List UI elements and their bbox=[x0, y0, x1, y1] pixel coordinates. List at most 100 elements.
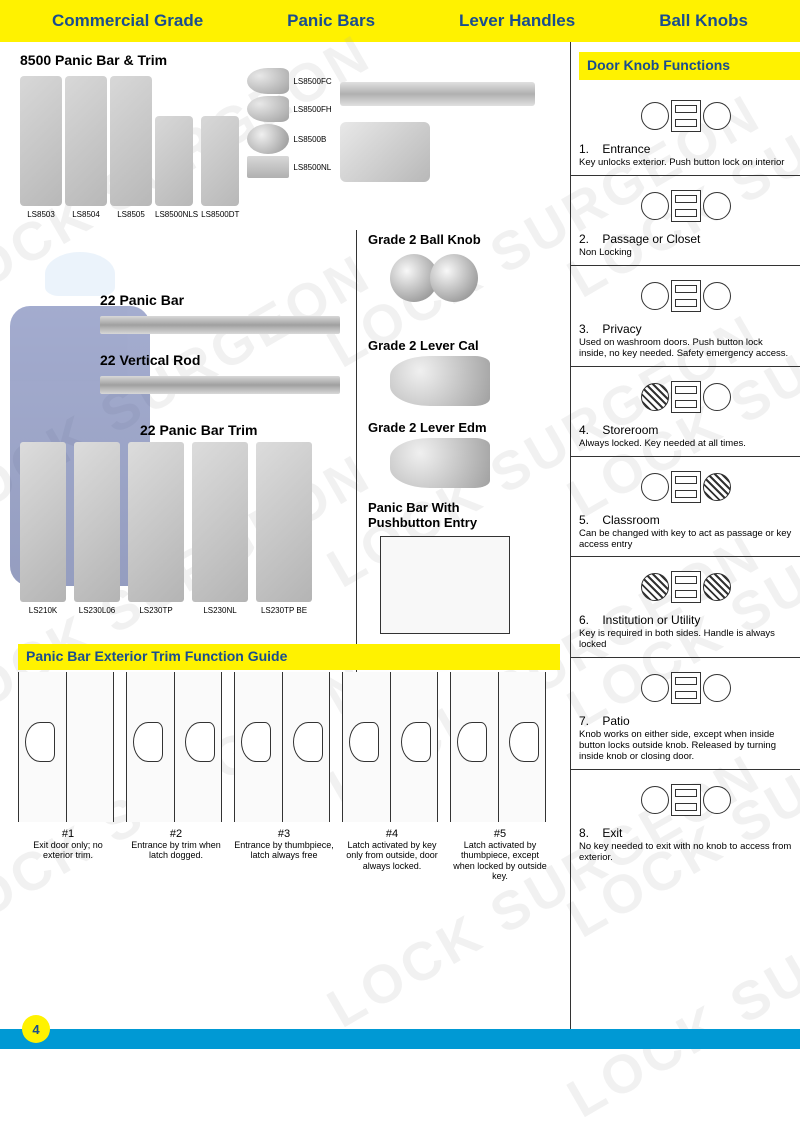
trim-guide-num: #2 bbox=[126, 828, 226, 840]
trim22-image bbox=[74, 442, 120, 602]
knob-function-item: 6. Institution or Utility Key is required… bbox=[571, 557, 800, 658]
trim-guide-num: #5 bbox=[450, 828, 550, 840]
trim-label: LS8504 bbox=[65, 210, 107, 219]
left-column: 8500 Panic Bar & Trim LS8503 LS8504 LS85… bbox=[0, 42, 570, 1029]
panic-bar-image bbox=[340, 72, 535, 212]
trim22-label: LS230NL bbox=[192, 606, 248, 615]
strike-image bbox=[247, 156, 289, 178]
lever-label: LS8500NL bbox=[293, 163, 331, 172]
knob-function-desc: Always locked. Key needed at all times. bbox=[579, 439, 792, 450]
grade2-lever-edm-image bbox=[390, 438, 510, 494]
knob-function-item: 1. EntranceKey unlocks exterior. Push bu… bbox=[571, 86, 800, 176]
trim-plate-image bbox=[155, 116, 193, 206]
section-22-vrod: 22 Vertical Rod bbox=[100, 352, 340, 394]
grade2-knob-image bbox=[390, 254, 510, 320]
trim-label: LS8500DT bbox=[201, 210, 239, 219]
section-title: 22 Panic Bar Trim bbox=[140, 422, 258, 438]
header-item: Commercial Grade bbox=[52, 11, 203, 31]
trim-guide-diagram bbox=[342, 672, 438, 822]
knob-function-item: 8. Exit No key needed to exit with no kno… bbox=[571, 770, 800, 870]
trim-plate-image bbox=[65, 76, 107, 206]
knob-latch-icon bbox=[671, 100, 701, 132]
trim-guide-title: Panic Bar Exterior Trim Function Guide bbox=[26, 648, 287, 664]
right-column: Door Knob Functions 1. EntranceKey unloc… bbox=[570, 42, 800, 1029]
knob-functions-header: Door Knob Functions bbox=[579, 52, 800, 80]
knob-function-desc: Key is required in both sides. Handle is… bbox=[579, 629, 792, 651]
knob-ball-icon bbox=[641, 102, 669, 130]
section-title: 22 Vertical Rod bbox=[100, 352, 340, 368]
trim-guide-num: #1 bbox=[18, 828, 118, 840]
knob-function-diagram bbox=[579, 778, 792, 822]
knob-function-diagram bbox=[579, 184, 792, 228]
knob-function-title: 3. Privacy bbox=[579, 322, 792, 336]
trim22-label: LS230L06 bbox=[74, 606, 120, 615]
knob-latch-icon bbox=[671, 672, 701, 704]
knob-latch-icon bbox=[671, 381, 701, 413]
knob-latch-icon bbox=[671, 280, 701, 312]
knob-function-title: 8. Exit bbox=[579, 826, 792, 840]
knob-ball-icon bbox=[641, 383, 669, 411]
knob-functions-list: 1. EntranceKey unlocks exterior. Push bu… bbox=[571, 86, 800, 870]
section-22-trim: 22 Panic Bar Trim bbox=[140, 422, 258, 438]
trim-guide-item: #4 Latch activated by key only from outs… bbox=[342, 672, 442, 881]
knob-function-desc: Used on washroom doors. Push button lock… bbox=[579, 338, 792, 360]
trim-plate-image bbox=[201, 116, 239, 206]
knob-function-diagram bbox=[579, 465, 792, 509]
grade2-knob-title: Grade 2 Ball Knob bbox=[368, 232, 481, 247]
trim-guide-item: #1 Exit door only; no exterior trim. bbox=[18, 672, 118, 881]
section-title: 22 Panic Bar bbox=[100, 292, 340, 308]
knob-function-diagram bbox=[579, 375, 792, 419]
section-title: 8500 Panic Bar & Trim bbox=[20, 52, 332, 68]
trim-guide-header: Panic Bar Exterior Trim Function Guide bbox=[18, 644, 560, 670]
page-number: 4 bbox=[22, 1015, 50, 1043]
trim22-label: LS230TP BE bbox=[256, 606, 312, 615]
knob-function-desc: Can be changed with key to act as passag… bbox=[579, 529, 792, 551]
trim22-image bbox=[192, 442, 248, 602]
knob-function-title: 1. Entrance bbox=[579, 142, 792, 156]
knob-function-desc: No key needed to exit with no knob to ac… bbox=[579, 842, 792, 864]
knob-latch-icon bbox=[671, 190, 701, 222]
knob-function-diagram bbox=[579, 274, 792, 318]
trim-label: LS8505 bbox=[110, 210, 152, 219]
knob-ball-icon bbox=[703, 102, 731, 130]
knob-function-diagram bbox=[579, 94, 792, 138]
trim-guide-diagram bbox=[126, 672, 222, 822]
trim-plate-image bbox=[20, 76, 62, 206]
knob-ball-icon bbox=[703, 674, 731, 702]
knob-function-title: 6. Institution or Utility bbox=[579, 613, 792, 627]
knob-function-title: 5. Classroom bbox=[579, 513, 792, 527]
trim-guide-diagram bbox=[450, 672, 546, 822]
section-22-bar: 22 Panic Bar bbox=[100, 292, 340, 334]
knob-ball-icon bbox=[703, 192, 731, 220]
trim-guide-item: #3 Entrance by thumbpiece, latch always … bbox=[234, 672, 334, 881]
knob-function-title: 7. Patio bbox=[579, 714, 792, 728]
knob-ball-icon bbox=[641, 282, 669, 310]
bar-image bbox=[100, 376, 340, 394]
header-bar: Commercial Grade Panic Bars Lever Handle… bbox=[0, 0, 800, 42]
knob-latch-icon bbox=[671, 471, 701, 503]
knob-ball-icon bbox=[703, 383, 731, 411]
lever-label: LS8500FC bbox=[293, 77, 331, 86]
trim22-image bbox=[20, 442, 66, 602]
grade2-lever-cal-image bbox=[390, 356, 510, 412]
knob-function-diagram bbox=[579, 666, 792, 710]
trim22-image bbox=[128, 442, 184, 602]
knob-function-desc: Knob works on either side, except when i… bbox=[579, 730, 792, 763]
trim-plates-row: LS8503 LS8504 LS8505 LS8500NLS LS8500DT bbox=[20, 76, 239, 219]
trim22-image bbox=[256, 442, 312, 602]
grade2-lever-cal-title: Grade 2 Lever Cal bbox=[368, 338, 479, 353]
knob-function-item: 4. Storeroom Always locked. Key needed at… bbox=[571, 367, 800, 457]
knob-function-item: 2. Passage or Closet Non Locking bbox=[571, 176, 800, 266]
header-item: Ball Knobs bbox=[659, 11, 748, 31]
header-item: Panic Bars bbox=[287, 11, 375, 31]
panic-pushbutton-diagram bbox=[380, 536, 510, 634]
knob-function-title: 2. Passage or Closet bbox=[579, 232, 792, 246]
knob-ball-icon bbox=[703, 473, 731, 501]
footer-bar bbox=[0, 1029, 800, 1049]
knob-function-title: 4. Storeroom bbox=[579, 423, 792, 437]
knob-image bbox=[247, 124, 289, 154]
trim-guide-desc: Latch activated by thumbpiece, except wh… bbox=[450, 840, 550, 881]
knob-function-desc: Non Locking bbox=[579, 248, 792, 259]
lever-label: LS8500B bbox=[293, 135, 326, 144]
knob-function-diagram bbox=[579, 565, 792, 609]
